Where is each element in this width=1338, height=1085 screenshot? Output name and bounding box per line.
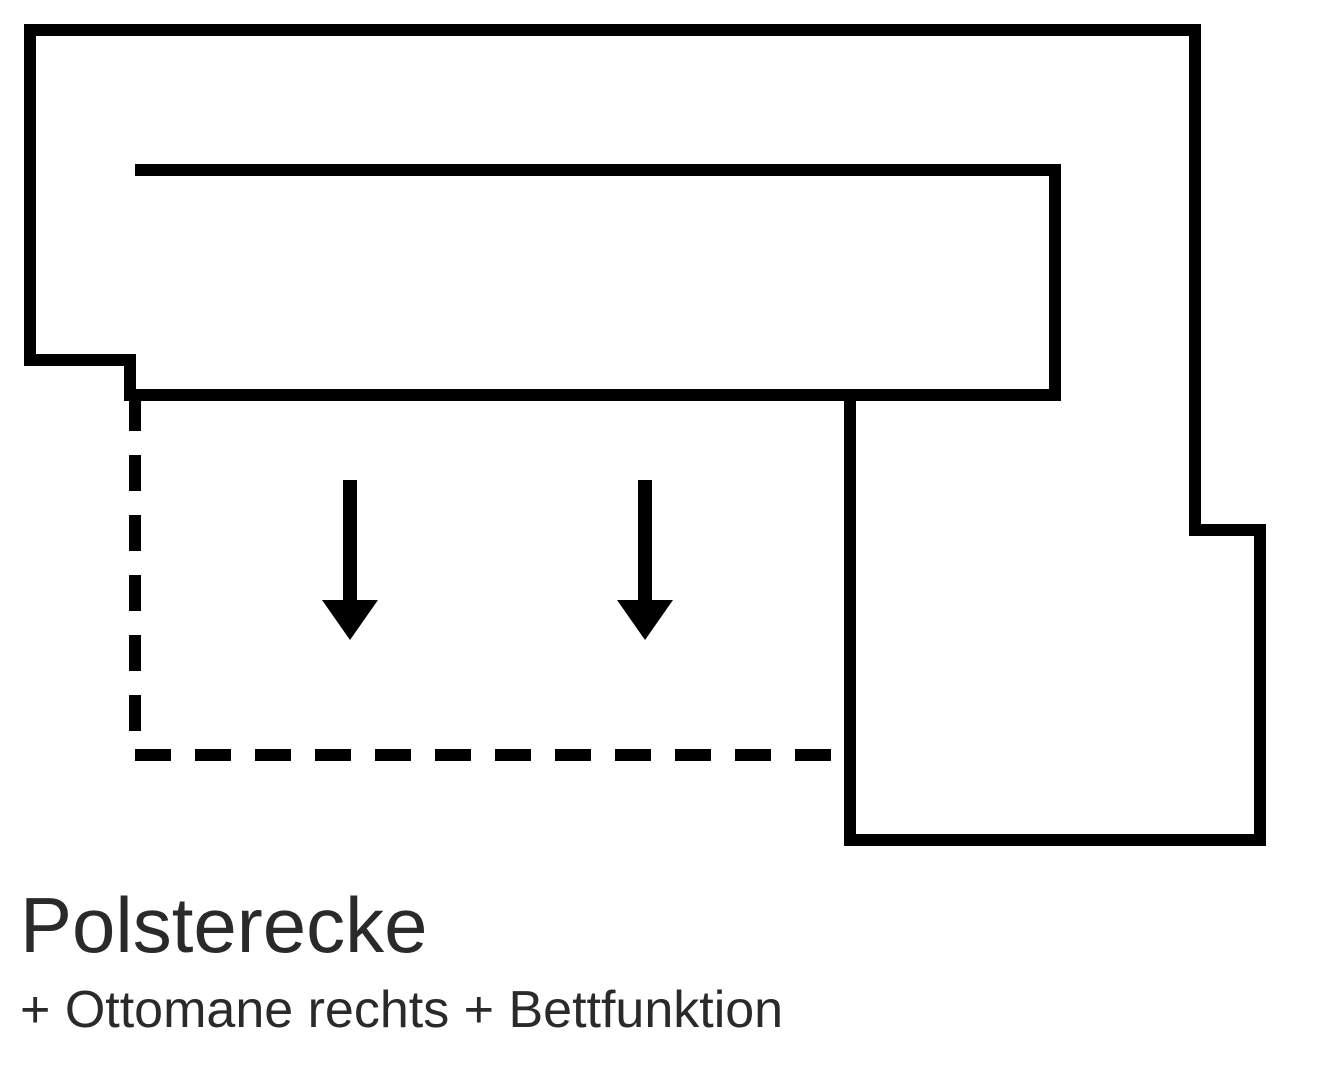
arrow-head — [322, 600, 378, 640]
arrows-group — [322, 480, 673, 640]
diagram-subtitle: + Ottomane rechts + Bettfunktion — [20, 980, 783, 1040]
arrow-head — [617, 600, 673, 640]
sofa-inner-line — [135, 170, 1055, 395]
sofa-outer-outline — [30, 30, 1260, 840]
diagram-title: Polsterecke — [20, 880, 428, 971]
